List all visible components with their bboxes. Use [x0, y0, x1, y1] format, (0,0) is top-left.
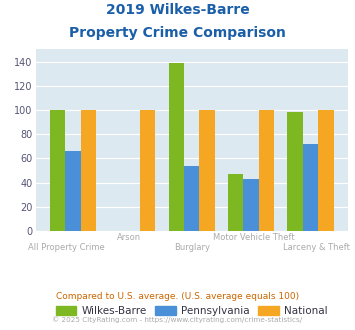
Bar — [318, 110, 334, 231]
Text: Larceny & Theft: Larceny & Theft — [283, 243, 350, 251]
Text: Burglary: Burglary — [174, 243, 210, 251]
Bar — [184, 166, 200, 231]
Bar — [228, 174, 244, 231]
Text: © 2025 CityRating.com - https://www.cityrating.com/crime-statistics/: © 2025 CityRating.com - https://www.city… — [53, 317, 302, 323]
Bar — [259, 110, 274, 231]
Text: 2019 Wilkes-Barre: 2019 Wilkes-Barre — [106, 3, 249, 17]
Text: Property Crime Comparison: Property Crime Comparison — [69, 26, 286, 40]
Text: All Property Crime: All Property Crime — [28, 243, 105, 251]
Bar — [140, 110, 155, 231]
Legend: Wilkes-Barre, Pennsylvania, National: Wilkes-Barre, Pennsylvania, National — [51, 302, 332, 320]
Bar — [81, 110, 96, 231]
Bar — [169, 63, 184, 231]
Bar — [244, 179, 259, 231]
Text: Arson: Arson — [117, 233, 141, 242]
Bar — [303, 144, 318, 231]
Bar — [50, 110, 65, 231]
Text: Compared to U.S. average. (U.S. average equals 100): Compared to U.S. average. (U.S. average … — [56, 292, 299, 301]
Bar — [65, 151, 81, 231]
Bar — [200, 110, 215, 231]
Text: Motor Vehicle Theft: Motor Vehicle Theft — [213, 233, 295, 242]
Bar — [287, 113, 303, 231]
